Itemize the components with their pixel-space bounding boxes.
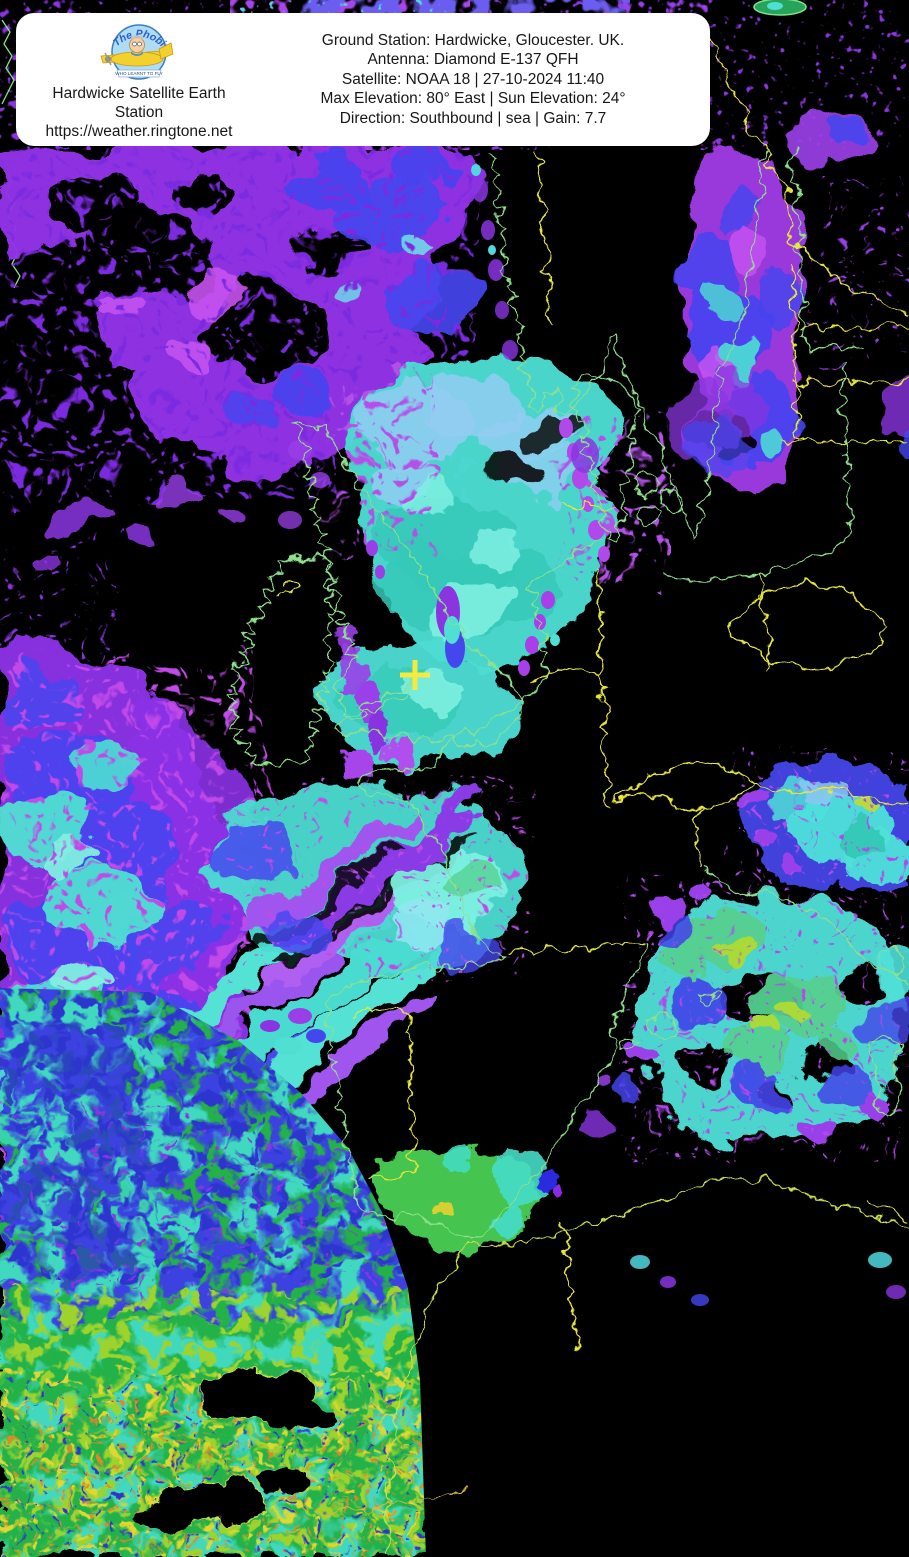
- direction-line: Direction: Southbound | sea | Gain: 7.7: [339, 109, 607, 127]
- border-algeria-tunisia: [866, 1197, 909, 1223]
- station-identity: The Phobic Flyer WHO LEARNT TO FLY Hardw…: [30, 18, 248, 141]
- coast-algeria: [467, 1177, 909, 1247]
- coast-baltic-states: [663, 356, 854, 583]
- coast-denmark: [566, 375, 639, 543]
- phobic-flyer-logo: The Phobic Flyer WHO LEARNT TO FLY: [81, 18, 174, 80]
- border-northern-ireland: [276, 580, 300, 598]
- cloud-mass-biscay: [218, 780, 530, 992]
- border-portugal-spain: [351, 1009, 417, 1179]
- coast-morocco-atlantic: [386, 1242, 471, 1557]
- border-france-italy: [693, 807, 703, 869]
- station-url: https://weather.ringtone.net: [45, 123, 233, 140]
- logo-banner: WHO LEARNT TO FLY: [115, 69, 163, 78]
- coast-netherlands-france-iberia: [322, 539, 649, 1241]
- airplane-icon: [100, 35, 174, 67]
- coast-finland: [791, 149, 861, 355]
- border-netherlands-germany: [593, 567, 605, 677]
- logo-banner-text: WHO LEARNT TO FLY: [115, 71, 162, 76]
- border-czech: [727, 583, 891, 669]
- border-denmark-germany: [562, 504, 612, 510]
- coast-norway-sweden: [486, 149, 768, 536]
- cloud-mass-italy: [730, 750, 909, 895]
- country-borders: [276, 29, 909, 1516]
- coastlines: [225, 149, 909, 1241]
- coast-balearics: [647, 1015, 681, 1039]
- border-switzerland: [611, 763, 751, 809]
- cloud-alboran: [376, 1148, 564, 1252]
- capture-details: Ground Station: Hardwicke, Gloucester. U…: [248, 31, 698, 129]
- ground-station-line: Ground Station: Hardwicke, Gloucester. U…: [321, 31, 625, 49]
- satellite-line: Satellite: NOAA 18 | 27-10-2024 11:40: [341, 70, 605, 88]
- elevation-line: Max Elevation: 80° East | Sun Elevation:…: [320, 90, 626, 108]
- cloud-mass-baltic: [670, 114, 909, 486]
- border-poland-germany: [759, 573, 772, 671]
- station-name: Hardwicke Satellite Earth Station: [52, 85, 226, 121]
- cloud-mass-west-mediterranean: [590, 880, 909, 1160]
- border-morocco-algeria: [559, 1221, 581, 1353]
- border-south-line: [324, 1488, 471, 1516]
- border-germany-france: [597, 675, 610, 807]
- border-norway-sweden: [535, 149, 555, 331]
- coast-ireland: [225, 555, 335, 767]
- coast-great-britain: [292, 421, 525, 746]
- ground-station-cross-marker: [400, 660, 430, 690]
- border-austria-south: [749, 783, 909, 807]
- border-belgium-france: [531, 665, 599, 685]
- info-panel: The Phobic Flyer WHO LEARNT TO FLY Hardw…: [16, 13, 710, 146]
- border-pyrenees: [505, 942, 646, 955]
- coastlines-africa: [386, 1177, 909, 1557]
- cloud-mass-north-sea: [330, 355, 670, 669]
- border-finland-russia: [704, 29, 909, 312]
- coast-riviera-italy: [699, 867, 909, 983]
- antenna-line: Antenna: Diamond E-137 QFH: [367, 51, 579, 69]
